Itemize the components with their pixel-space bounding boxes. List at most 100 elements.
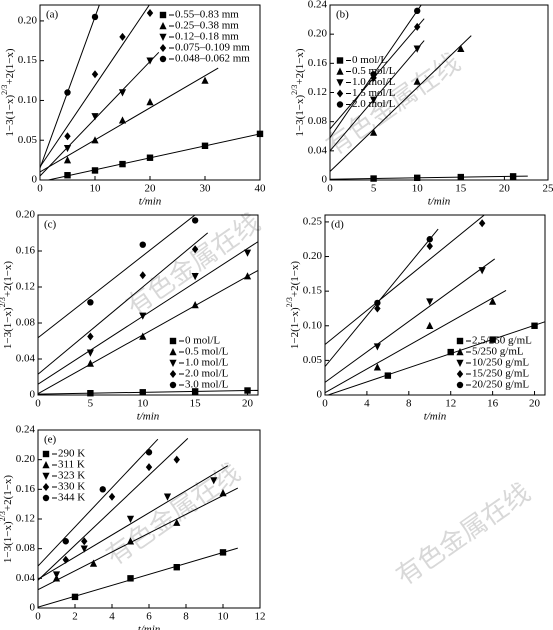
legend-label: 0.5 mol/L xyxy=(352,65,396,77)
y-axis-label-part: 2/3 xyxy=(0,85,9,95)
y-tick-label: 0.15 xyxy=(303,285,323,297)
legend-label: 0.55–0.83 mm xyxy=(175,9,239,21)
y-tick-label: 0.25 xyxy=(303,215,323,227)
point xyxy=(52,571,61,579)
point xyxy=(91,113,99,121)
panel-label: (b) xyxy=(336,9,349,21)
point xyxy=(191,273,199,281)
y-tick-label: 0.16 xyxy=(16,245,36,257)
point xyxy=(87,332,94,341)
fit-line xyxy=(40,51,160,177)
legend-label: 290 K xyxy=(58,448,85,460)
legend-marker xyxy=(336,79,344,87)
y-axis-label-part: 2/3 xyxy=(0,511,7,521)
point xyxy=(374,304,381,313)
fit-line xyxy=(330,5,422,138)
point xyxy=(62,538,69,545)
x-tick-label: 10 xyxy=(90,183,102,195)
point xyxy=(146,98,154,106)
legend-marker xyxy=(456,359,464,367)
legend-marker xyxy=(336,67,344,75)
legend-label: 2.0 mol/L xyxy=(352,98,396,110)
y-axis-label-part: 1−3(1−x) xyxy=(4,95,16,137)
legend-label: 2.0 mol/L xyxy=(185,368,229,380)
legend-marker xyxy=(169,348,177,356)
point xyxy=(447,348,454,356)
panel-label: (e) xyxy=(44,434,57,446)
legend-marker xyxy=(169,359,177,367)
fit-line xyxy=(38,269,258,395)
point xyxy=(370,96,378,104)
point xyxy=(126,537,135,545)
point xyxy=(91,136,99,144)
x-tick-label: 6 xyxy=(146,611,152,623)
legend-label: 0.048–0.062 mm xyxy=(175,53,250,65)
fit-line xyxy=(330,35,472,172)
y-tick-label: 0.15 xyxy=(18,54,38,66)
point xyxy=(146,57,154,65)
point xyxy=(426,298,434,306)
legend-marker xyxy=(336,101,344,108)
point xyxy=(64,172,71,179)
panel: 0 5 10 15 20 25 0 0.04 0.08 0.12 0.16 0.20 0.24 (b) t/… xyxy=(290,0,553,208)
y-tick-label: 0.04 xyxy=(308,144,328,156)
y-tick-label: 0.20 xyxy=(16,453,36,465)
fit-line xyxy=(38,438,159,567)
point xyxy=(71,593,79,601)
point xyxy=(91,13,99,21)
x-tick-label: 10 xyxy=(137,398,149,410)
point xyxy=(191,245,199,254)
y-axis-label-part: 1−3(1−x) xyxy=(294,95,306,137)
y-axis-label-part: +2(1−x) xyxy=(2,475,14,512)
legend-marker xyxy=(42,483,50,491)
point xyxy=(145,463,153,472)
legend-label: 3.0 mol/L xyxy=(185,379,229,391)
fit-line xyxy=(38,215,196,339)
fit-line xyxy=(330,18,425,130)
point xyxy=(531,322,538,329)
point xyxy=(87,299,94,306)
point xyxy=(86,359,94,367)
y-axis-label-part: 1−2(1−x) xyxy=(289,307,301,349)
x-tick-label: 25 xyxy=(543,183,553,195)
y-tick-label: 0.04 xyxy=(16,353,36,365)
x-tick-label: 16 xyxy=(487,398,499,410)
point xyxy=(108,492,116,501)
x-tick-label: 12 xyxy=(255,611,266,623)
point xyxy=(478,267,486,275)
point xyxy=(127,575,134,582)
legend-label: 323 K xyxy=(58,470,85,482)
y-tick-label: 0 xyxy=(32,174,38,186)
x-axis-label: t/min xyxy=(424,411,447,423)
point xyxy=(489,336,496,343)
y-axis-label-part: 1−3(1−x) xyxy=(2,307,14,349)
legend-marker xyxy=(159,11,167,19)
point xyxy=(89,559,98,567)
y-tick-label: 0.24 xyxy=(16,424,36,436)
point xyxy=(374,299,381,307)
point xyxy=(426,242,433,251)
y-tick-label: 0.10 xyxy=(18,94,38,106)
point xyxy=(457,44,465,52)
panel-label: (d) xyxy=(331,219,344,231)
x-tick-label: 0 xyxy=(322,398,328,410)
point xyxy=(370,128,378,136)
point xyxy=(414,174,421,182)
fit-line xyxy=(40,5,150,168)
fit-line xyxy=(38,232,209,375)
x-axis-label: t/min xyxy=(137,411,160,423)
legend-marker xyxy=(169,381,177,389)
panel-label: (a) xyxy=(46,9,59,21)
point xyxy=(478,219,486,228)
point xyxy=(139,332,147,340)
axes-frame xyxy=(324,214,546,396)
x-tick-label: 8 xyxy=(406,398,412,410)
fit-line xyxy=(38,487,239,591)
legend-label: 2.5/250 g/mL xyxy=(472,335,532,347)
point xyxy=(370,71,377,78)
point xyxy=(201,142,209,149)
legend-label: 0.25–0.38 mm xyxy=(175,20,239,32)
point xyxy=(414,7,421,15)
point xyxy=(146,8,154,17)
legend-label: 20/250 g/mL xyxy=(472,379,529,391)
